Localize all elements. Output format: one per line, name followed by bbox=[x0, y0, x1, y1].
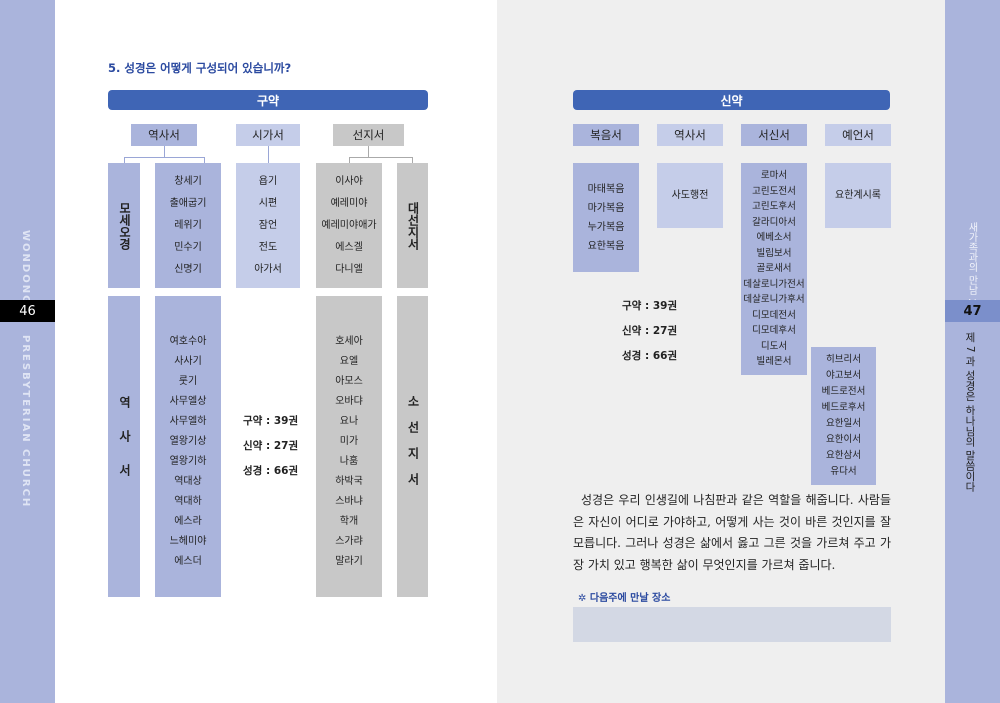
left-sidebar bbox=[0, 0, 55, 703]
pentateuch-list: 창세기 출애굽기 레위기 민수기 신명기 bbox=[155, 163, 221, 288]
header-epistles: 서신서 bbox=[741, 124, 807, 146]
page-number: 47 bbox=[945, 300, 1000, 322]
asterisk-icon: ✲ bbox=[578, 593, 590, 604]
header-prophecy: 예언서 bbox=[825, 124, 891, 146]
revelation-box: 요한계시록 bbox=[825, 163, 891, 228]
next-meeting-field[interactable] bbox=[573, 607, 891, 642]
book-counts: 구약 : 39권 신약 : 27권 성경 : 66권 bbox=[622, 300, 678, 362]
sidebar-top-text: WONDONG bbox=[20, 230, 31, 306]
pauline-epistles-list: 로마서 고린도전서 고린도후서 갈라디아서 에베소서 빌립보서 골로새서 데살로니가전서 데살로… bbox=[741, 163, 807, 375]
gospels-list: 마태복음 마가복음 누가복음 요한복음 bbox=[573, 163, 639, 272]
pentateuch-label: 모세오경 bbox=[108, 163, 140, 288]
body-paragraph: 성경은 우리 인생길에 나침판과 같은 역할을 해줍니다. 사람들은 자신이 어… bbox=[573, 493, 891, 572]
right-sidebar bbox=[945, 0, 1000, 703]
old-testament-bar: 구약 bbox=[108, 90, 428, 110]
book-counts: 구약 : 39권 신약 : 27권 성경 : 66권 bbox=[243, 415, 299, 477]
header-poetry: 시가서 bbox=[236, 124, 300, 146]
history-list: 여호수아 사사기 룻기 사무엘상 사무엘하 열왕기상 열왕기하 역대상 역대하 에스라 느헤미야 에스… bbox=[155, 296, 221, 597]
minor-prophets-label: 소선지서 bbox=[397, 296, 428, 597]
general-epistles-list: 히브리서 야고보서 베드로전서 베드로후서 요한일서 요한이서 요한삼서 유다서 bbox=[811, 347, 876, 485]
header-history: 역사서 bbox=[131, 124, 197, 146]
major-prophets-list: 이사야 예레미야 예레미야애가 에스겔 다니엘 bbox=[316, 163, 382, 288]
history-label: 역사서 bbox=[108, 296, 140, 597]
minor-prophets-list: 호세아 요엘 아모스 오바댜 요나 미가 나훔 하박국 스바냐 학개 스가랴 말라기 bbox=[316, 296, 382, 597]
acts-box: 사도행전 bbox=[657, 163, 723, 228]
header-history: 역사서 bbox=[657, 124, 723, 146]
sidebar-top-text: 새가족과의 만남 2 bbox=[966, 222, 977, 305]
chapter-title: 제 7 과 성경은 하나님의 말씀이다 bbox=[964, 332, 976, 492]
new-testament-bar: 신약 bbox=[573, 90, 890, 110]
next-meeting-label: ✲ 다음주에 만날 장소 bbox=[578, 593, 671, 604]
major-prophets-label: 대선지서 bbox=[397, 163, 428, 288]
poetry-list: 욥기 시편 잠언 전도 아가서 bbox=[236, 163, 300, 288]
header-prophets: 선지서 bbox=[333, 124, 404, 146]
sidebar-bottom-text: PRESBYTERIAN CHURCH bbox=[20, 335, 31, 509]
header-gospels: 복음서 bbox=[573, 124, 639, 146]
page-number: 46 bbox=[0, 300, 55, 322]
question-title: 5. 성경은 어떻게 구성되어 있습니까? bbox=[108, 61, 292, 75]
